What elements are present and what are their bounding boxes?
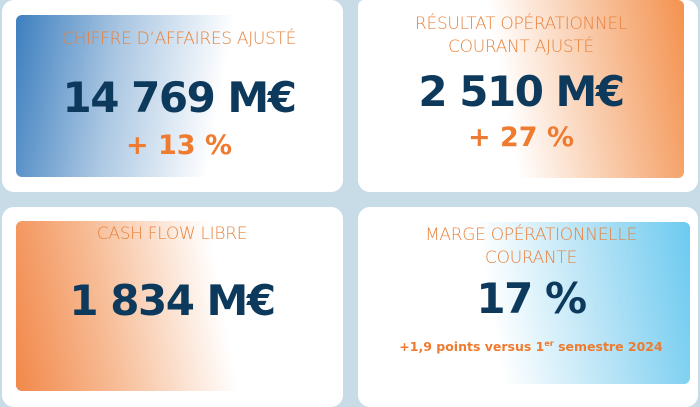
kpi-note-suffix: semestre 2024 <box>553 339 663 355</box>
kpi-panel: CHIFFRE D’AFFAIRES AJUSTÉ 14 769 M€ + 13… <box>16 15 342 177</box>
kpi-change: + 27 % <box>467 122 575 153</box>
kpi-label: CHIFFRE D’AFFAIRES AJUSTÉ <box>61 29 297 49</box>
kpi-note-prefix: +1,9 points versus 1 <box>399 339 545 355</box>
kpi-value: 2 510 M€ <box>418 67 625 116</box>
kpi-card-operating-margin: MARGE OPÉRATIONNELLE COURANTE 17 % +1,9 … <box>358 207 698 407</box>
kpi-panel: MARGE OPÉRATIONNELLE COURANTE 17 % +1,9 … <box>372 222 690 384</box>
kpi-value: 17 % <box>476 274 587 323</box>
kpi-card-operating-income: RÉSULTAT OPÉRATIONNEL COURANT AJUSTÉ 2 5… <box>358 0 698 192</box>
kpi-note: +1,9 points versus 1er semestre 2024 <box>372 339 690 354</box>
kpi-panel: RÉSULTAT OPÉRATIONNEL COURANT AJUSTÉ 2 5… <box>358 0 684 178</box>
kpi-label: CASH FLOW LIBRE <box>96 224 248 244</box>
kpi-card-revenue: CHIFFRE D’AFFAIRES AJUSTÉ 14 769 M€ + 13… <box>2 0 343 192</box>
kpi-label-line1: RÉSULTAT OPÉRATIONNEL <box>414 14 627 34</box>
kpi-note-sup: er <box>544 339 554 348</box>
kpi-change: + 13 % <box>125 130 233 161</box>
kpi-value: 1 834 M€ <box>69 276 276 325</box>
kpi-label-line1: MARGE OPÉRATIONNELLE <box>425 225 637 245</box>
kpi-value: 14 769 M€ <box>62 73 297 122</box>
kpi-card-free-cash-flow: CASH FLOW LIBRE 1 834 M€ <box>2 207 343 407</box>
kpi-label-line2: COURANTE <box>485 248 577 268</box>
kpi-label-line2: COURANT AJUSTÉ <box>448 37 594 57</box>
kpi-panel: CASH FLOW LIBRE 1 834 M€ <box>16 221 328 391</box>
